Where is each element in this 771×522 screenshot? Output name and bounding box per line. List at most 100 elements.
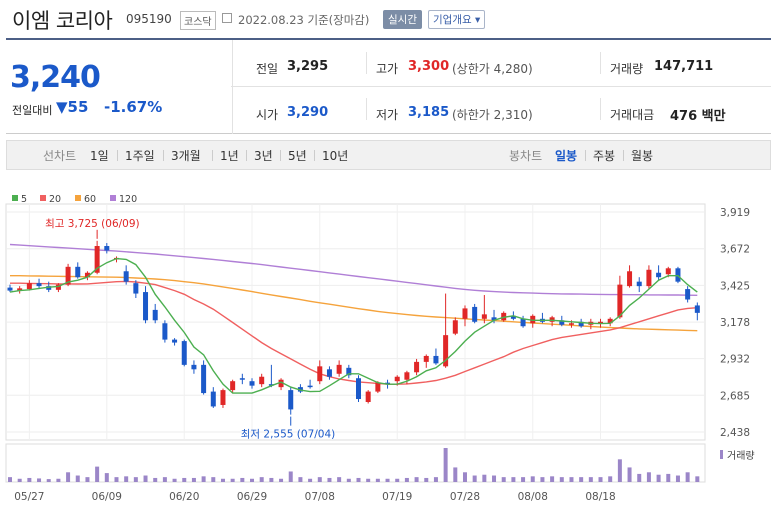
x-tick-label: 07/28 [450, 491, 480, 503]
divider [212, 150, 213, 161]
x-tick-label: 06/09 [92, 491, 122, 503]
realtime-button[interactable]: 실시간 [383, 10, 422, 29]
tab-monthly[interactable]: 월봉 [631, 149, 654, 163]
tab-daily[interactable]: 일봉 [555, 149, 578, 163]
candle-body [607, 318, 613, 324]
candle-body [94, 246, 100, 273]
candle-body [55, 284, 61, 290]
high-label: 고가 [376, 62, 399, 76]
volume-bar [695, 476, 700, 482]
candle-body [123, 271, 129, 282]
volume-bar [414, 477, 419, 482]
legend-swatch [40, 195, 46, 201]
divider [314, 150, 315, 161]
volume-bar [104, 473, 109, 482]
candle-body [356, 378, 361, 400]
volume-bar [201, 476, 206, 482]
divider [231, 86, 771, 87]
stock-code: 095190 [126, 12, 172, 26]
volume-bar [172, 478, 177, 482]
current-price: 3,240 [10, 60, 101, 95]
price-chart: 3,919 3,672 3,425 3,178 2,932 2,685 2,438 5 20 60… [5, 194, 755, 503]
volume-bar [114, 477, 119, 482]
candle-body [491, 317, 497, 321]
volume-bar [472, 475, 477, 482]
legend-swatch [110, 195, 116, 201]
tab-1w[interactable]: 1주일 [125, 149, 155, 163]
upper-limit: (상한가 4,280) [452, 62, 533, 76]
candle-body [481, 314, 487, 319]
candle-body [7, 287, 13, 291]
candle-body [578, 321, 584, 327]
candle-body [462, 308, 468, 319]
volume-bar [569, 477, 574, 482]
candle-body [443, 335, 449, 367]
volume-bar [492, 475, 497, 482]
volume-bar [550, 476, 555, 482]
tab-1y[interactable]: 1년 [220, 149, 239, 163]
ma120-line [9, 243, 698, 296]
candle-body [423, 355, 429, 362]
volume-bar [46, 479, 51, 482]
candle-body [501, 312, 507, 321]
volume-bar [617, 459, 622, 482]
low-annotation: 최저 2,555 (07/04) [241, 429, 336, 441]
volume-bar [288, 471, 293, 482]
candle-body [84, 272, 90, 278]
line-chart-label: 선차트 [43, 149, 77, 163]
candle-body [646, 269, 652, 287]
volume-bar [598, 477, 603, 482]
candle-body [46, 286, 52, 290]
volume-bar [37, 478, 42, 482]
candle-body [249, 381, 255, 386]
company-info-button[interactable]: 기업개요 ▾ [428, 10, 486, 29]
y-tick-label: 2,438 [720, 427, 750, 439]
tab-3m[interactable]: 3개월 [171, 149, 201, 163]
candle-body [510, 315, 516, 319]
candle-body [220, 390, 226, 405]
volume-bar [366, 478, 371, 482]
tab-3y[interactable]: 3년 [254, 149, 273, 163]
candle-body [172, 339, 178, 343]
y-tick-label: 3,425 [720, 280, 750, 292]
candle-body [201, 364, 207, 394]
candle-body [268, 384, 274, 386]
high-annotation: 최고 3,725 (06/09) [45, 218, 140, 230]
volume-bar [327, 477, 332, 482]
x-tick-label: 06/29 [237, 491, 267, 503]
tab-5y[interactable]: 5년 [288, 149, 307, 163]
volume-bar [230, 478, 235, 482]
volume-bar [220, 478, 225, 482]
candle-body [685, 289, 691, 300]
change-value: ▼55 [56, 98, 89, 116]
candle-body [307, 385, 313, 388]
tab-10y[interactable]: 10년 [322, 149, 349, 163]
volume-bar [298, 477, 303, 482]
volume-bar [627, 467, 632, 482]
volume-bar [308, 478, 313, 482]
candle-body [656, 272, 662, 278]
candle-chart-label: 봉차트 [509, 149, 543, 163]
tab-weekly[interactable]: 주봉 [593, 149, 616, 163]
volume-bar [133, 477, 138, 482]
volume-bar [385, 478, 390, 482]
candle-body [104, 246, 110, 251]
tab-1d[interactable]: 1일 [90, 149, 109, 163]
x-tick-label: 06/20 [169, 491, 199, 503]
candle-body [598, 321, 604, 324]
volume-bar [317, 477, 322, 482]
legend-label: 20 [49, 194, 61, 205]
volume-bar [395, 478, 400, 482]
volume-legend-label: 거래량 [727, 450, 755, 462]
volume-bar [559, 477, 564, 482]
volume-bar [95, 466, 100, 482]
candle-body [191, 364, 197, 370]
legend-label: 5 [21, 194, 27, 205]
candle-body [17, 288, 23, 291]
volume-bar [259, 477, 264, 482]
divider [366, 98, 367, 120]
market-badge: 코스닥 [180, 11, 216, 30]
candle-body [326, 369, 332, 377]
volume-bar [462, 472, 467, 482]
volume-legend-swatch [720, 450, 723, 459]
